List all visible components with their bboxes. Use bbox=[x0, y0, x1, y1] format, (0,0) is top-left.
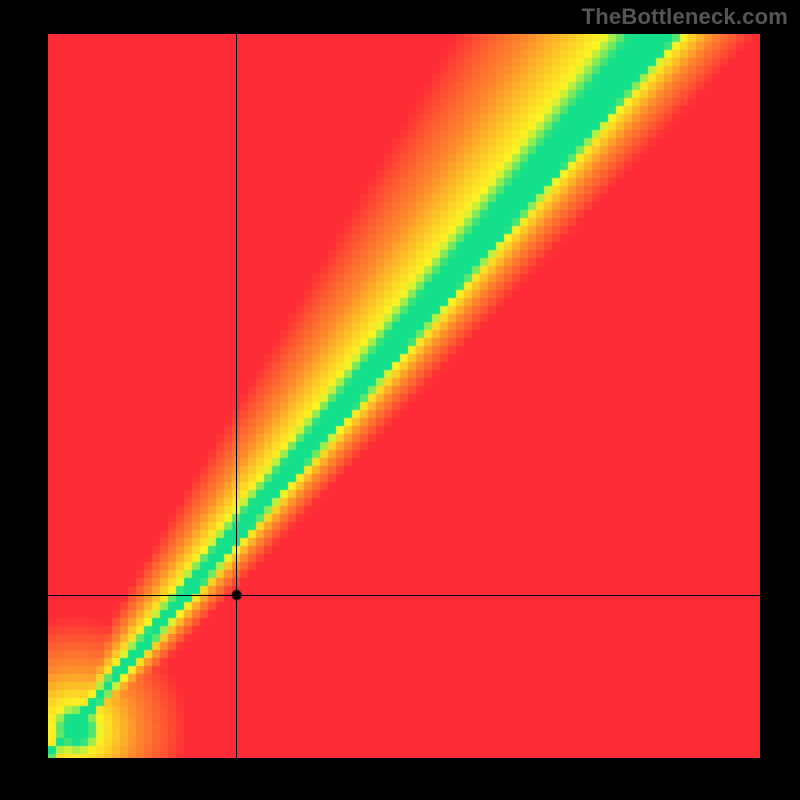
plot-frame bbox=[48, 34, 760, 758]
crosshair-dot bbox=[48, 34, 760, 758]
page-root: TheBottleneck.com bbox=[0, 0, 800, 800]
attribution-text: TheBottleneck.com bbox=[582, 4, 788, 30]
